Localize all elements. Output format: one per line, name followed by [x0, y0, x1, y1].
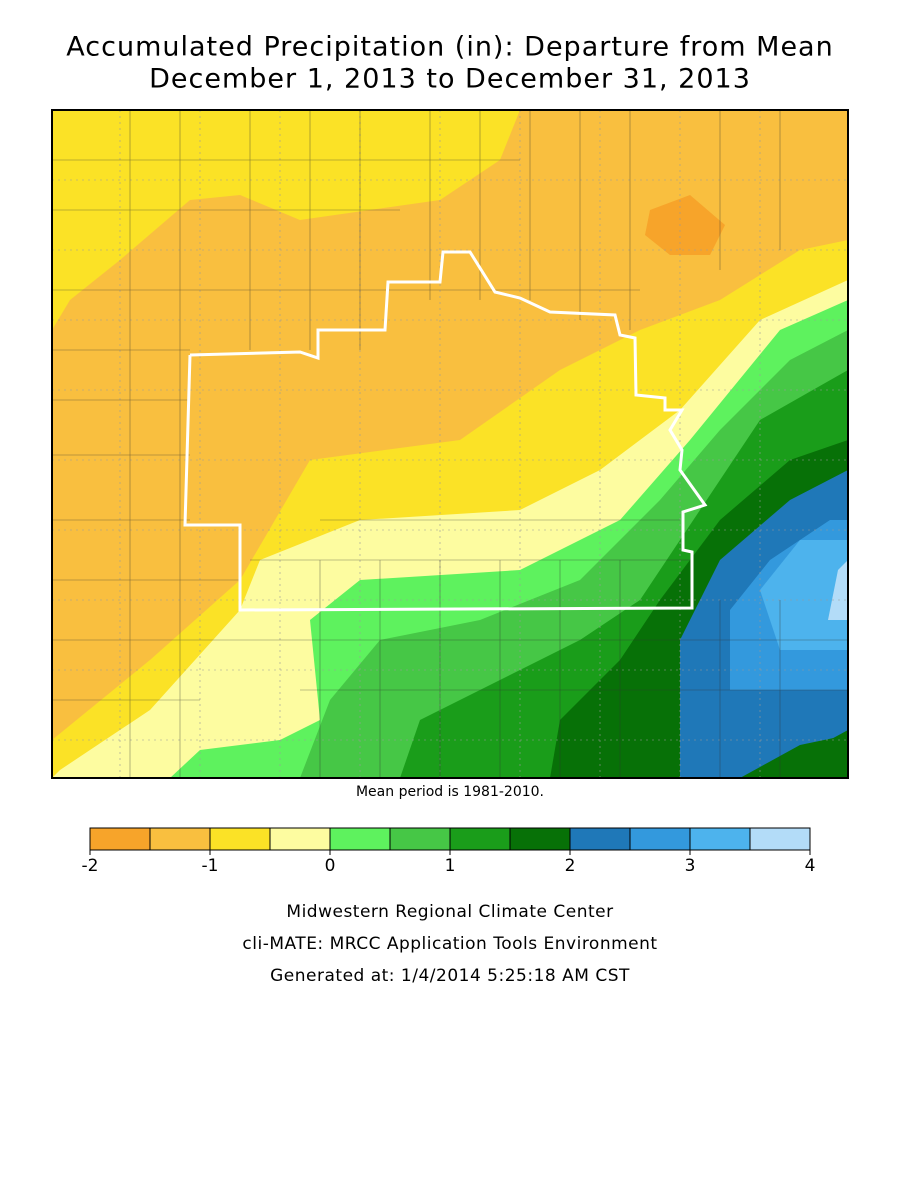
legend-box — [149, 827, 211, 851]
map-region — [828, 560, 848, 620]
legend-box — [209, 827, 271, 851]
grid — [52, 110, 848, 778]
state-boundary — [183, 250, 708, 612]
footer-line: Midwestern Regional Climate Center — [286, 902, 613, 922]
title-line: December 1, 2013 to December 31, 2013 — [149, 64, 751, 95]
legend-box — [389, 827, 451, 851]
legend-tick-label: 0 — [325, 856, 336, 876]
map-region — [760, 540, 848, 650]
county-lines — [52, 110, 848, 778]
legend-box — [629, 827, 691, 851]
legend-box — [749, 827, 811, 851]
legend-tick-label: 4 — [805, 856, 816, 876]
note: Mean period is 1981-2010. — [356, 784, 544, 800]
legend-tick-label: 3 — [685, 856, 696, 876]
footer-line: Generated at: 1/4/2014 5:25:18 AM CST — [270, 966, 630, 986]
legend-box — [569, 827, 631, 851]
legend-tick-label: 1 — [445, 856, 456, 876]
map — [52, 110, 848, 778]
legend-box — [449, 827, 511, 851]
legend-box — [269, 827, 331, 851]
legend-tick-label: -2 — [82, 856, 99, 876]
legend-box — [509, 827, 571, 851]
legend-tick-label: 2 — [565, 856, 576, 876]
map-region — [645, 195, 725, 255]
legend-box — [689, 827, 751, 851]
legend-tick-label: -1 — [202, 856, 219, 876]
legend: -2 -1 0 1 2 3 4 — [82, 827, 816, 876]
map-region — [740, 735, 848, 778]
legend-box — [329, 827, 391, 851]
footer-line: cli-MATE: MRCC Application Tools Environ… — [242, 934, 657, 954]
map-region — [52, 110, 520, 330]
legend-box — [89, 827, 151, 851]
title-line: Accumulated Precipitation (in): Departur… — [66, 32, 833, 63]
map-frame — [51, 109, 849, 779]
